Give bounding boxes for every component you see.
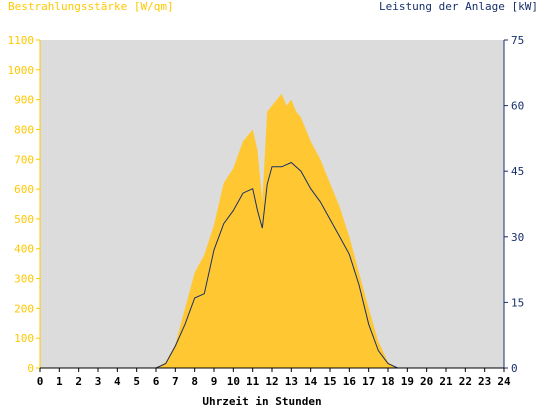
x-tick-label: 16 xyxy=(343,375,357,388)
irradiance-area-layer xyxy=(40,93,504,368)
right-tick-label: 75 xyxy=(511,34,524,47)
left-tick-label: 400 xyxy=(14,243,34,256)
x-axis-title: Uhrzeit in Stunden xyxy=(202,395,321,408)
x-tick-label: 5 xyxy=(133,375,140,388)
x-tick-label: 15 xyxy=(323,375,336,388)
x-tick-label: 21 xyxy=(439,375,453,388)
right-tick-label: 45 xyxy=(511,165,524,178)
left-axis-title: Bestrahlungsstärke [W/qm] xyxy=(8,0,174,13)
x-tick-label: 10 xyxy=(227,375,240,388)
right-tick-label: 15 xyxy=(511,296,524,309)
x-tick-label: 20 xyxy=(420,375,433,388)
x-tick-label: 4 xyxy=(114,375,121,388)
right-axis-title: Leistung der Anlage [kW] xyxy=(379,0,538,13)
x-tick-label: 17 xyxy=(362,375,375,388)
x-tick-label: 23 xyxy=(478,375,491,388)
left-tick-label: 1000 xyxy=(8,64,35,77)
x-tick-label: 0 xyxy=(37,375,44,388)
irradiance-area xyxy=(40,93,504,368)
x-tick-label: 3 xyxy=(95,375,102,388)
left-tick-label: 100 xyxy=(14,332,34,345)
x-tick-label: 18 xyxy=(381,375,394,388)
x-tick-label: 11 xyxy=(246,375,260,388)
right-tick-label: 30 xyxy=(511,231,524,244)
left-tick-label: 0 xyxy=(27,362,34,375)
x-tick-label: 6 xyxy=(153,375,160,388)
left-tick-label: 300 xyxy=(14,273,34,286)
left-tick-label: 500 xyxy=(14,213,34,226)
right-tick-label: 0 xyxy=(511,362,518,375)
x-tick-label: 9 xyxy=(211,375,218,388)
left-tick-label: 600 xyxy=(14,183,34,196)
x-tick-label: 22 xyxy=(459,375,472,388)
x-tick-label: 14 xyxy=(304,375,318,388)
power-line xyxy=(40,161,504,369)
x-tick-label: 13 xyxy=(285,375,298,388)
axes-layer: 0100200300400500600700800900100011000153… xyxy=(8,34,525,388)
x-tick-label: 24 xyxy=(497,375,511,388)
x-tick-label: 7 xyxy=(172,375,179,388)
left-tick-label: 900 xyxy=(14,94,34,107)
power-line-layer xyxy=(40,161,504,369)
x-tick-label: 1 xyxy=(56,375,63,388)
x-tick-label: 19 xyxy=(401,375,414,388)
left-tick-label: 800 xyxy=(14,123,34,136)
left-tick-label: 200 xyxy=(14,302,34,315)
x-tick-label: 8 xyxy=(191,375,198,388)
x-tick-label: 2 xyxy=(75,375,82,388)
left-tick-label: 700 xyxy=(14,153,34,166)
right-tick-label: 60 xyxy=(511,100,524,113)
x-tick-label: 12 xyxy=(265,375,278,388)
left-tick-label: 1100 xyxy=(8,34,35,47)
